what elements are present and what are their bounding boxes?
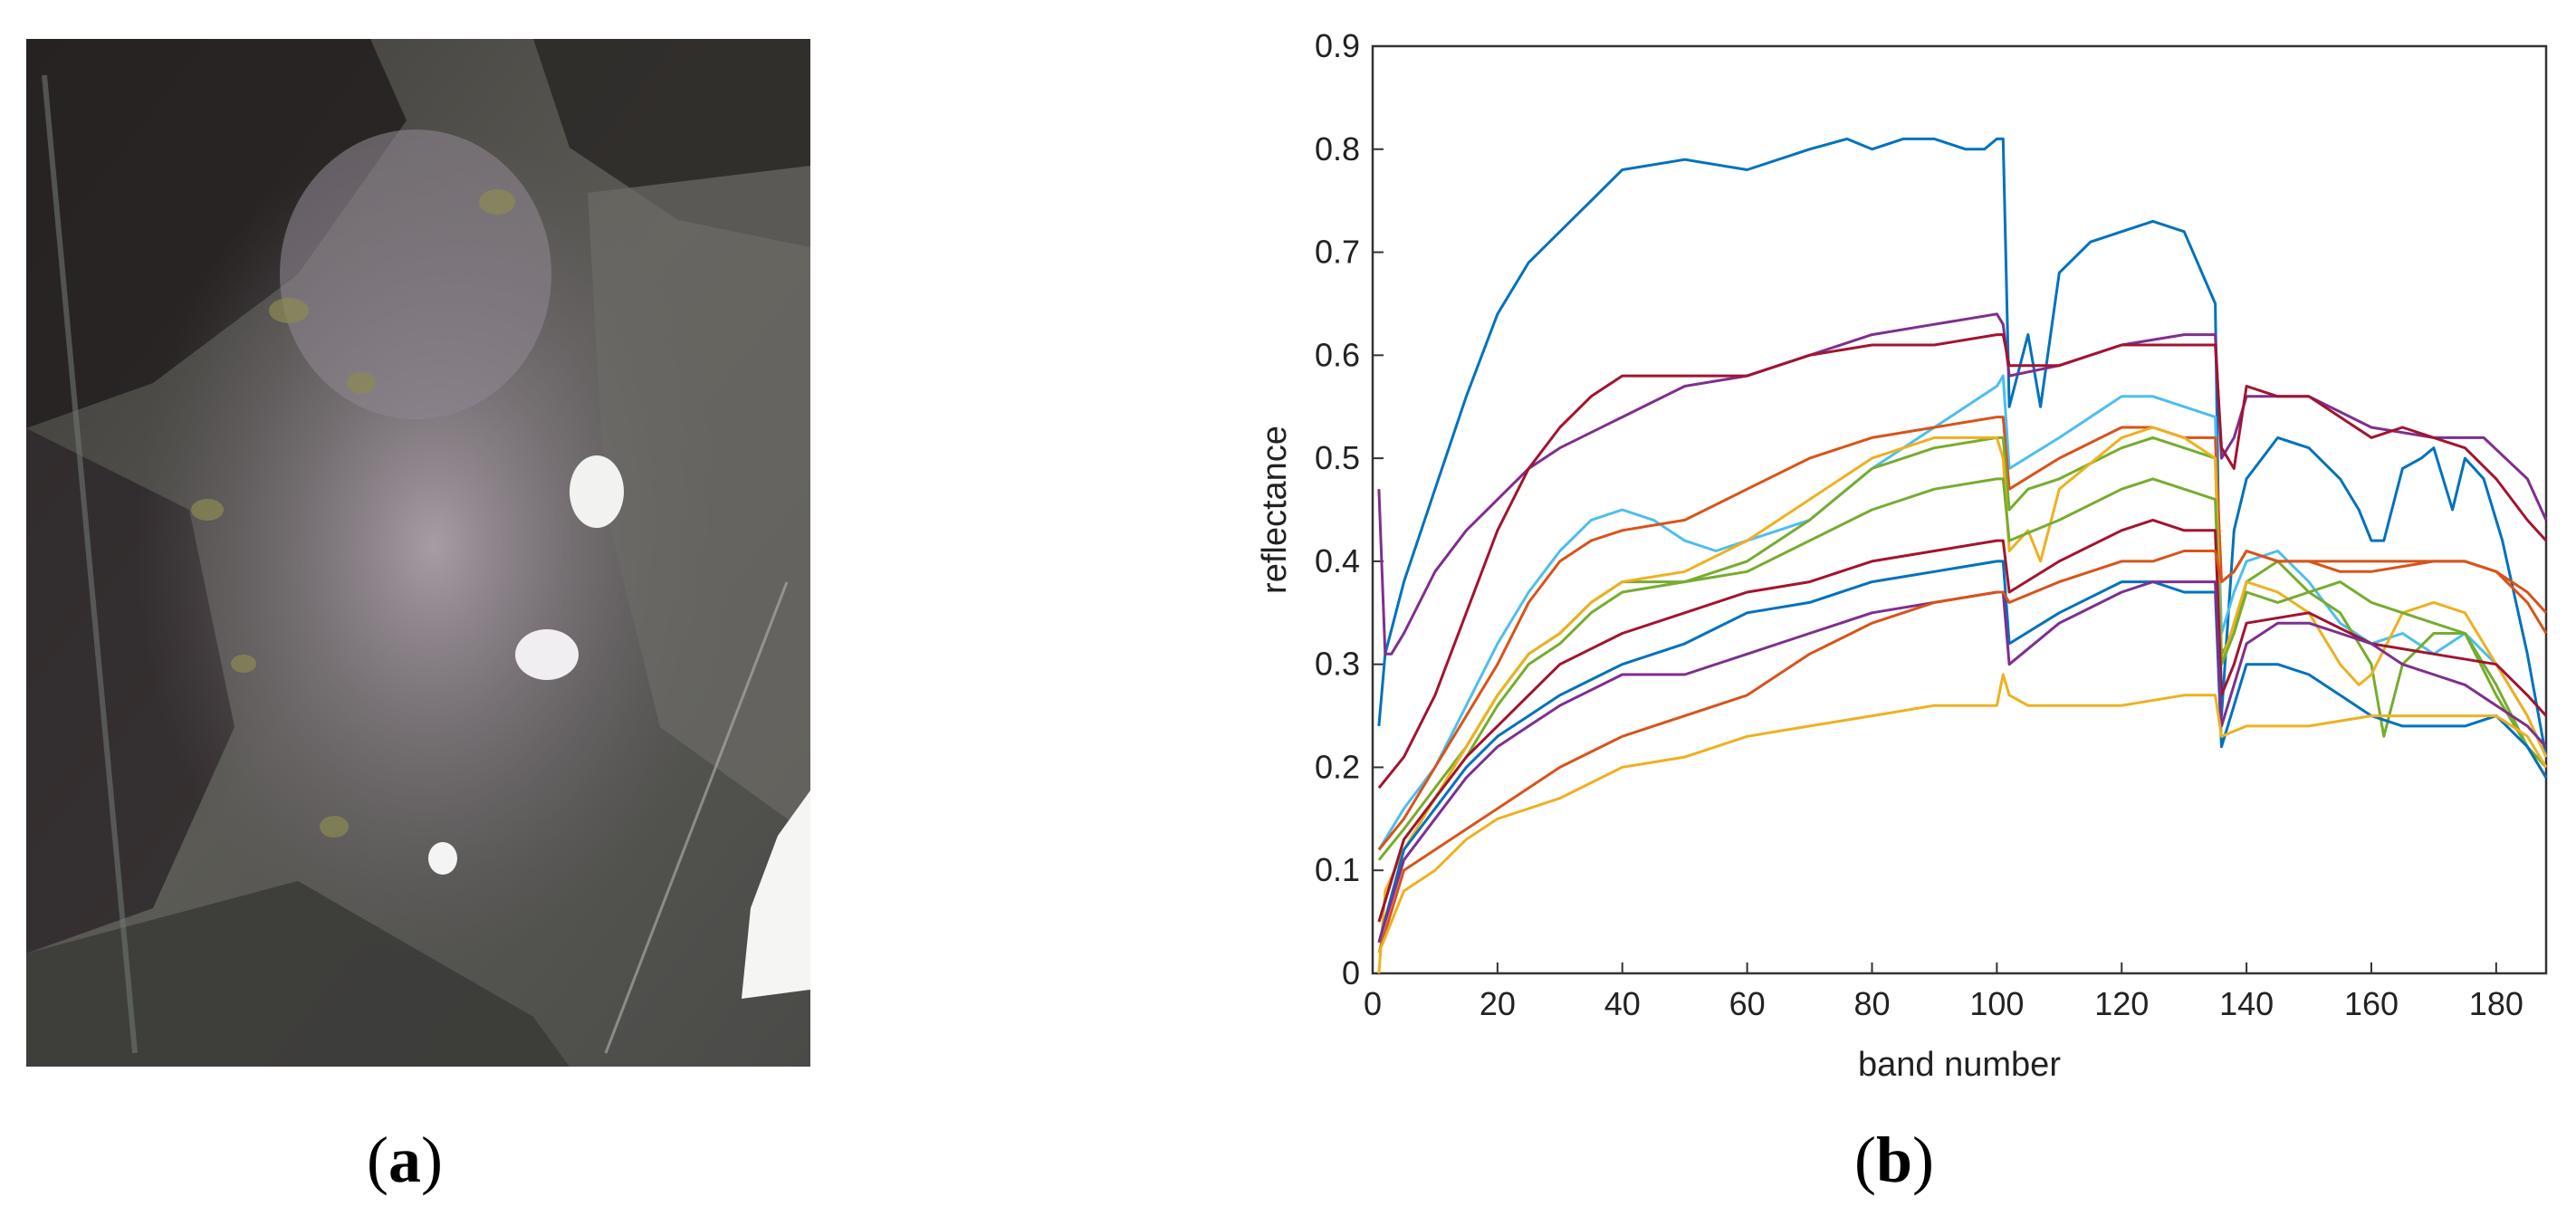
y-tick-label: 0.7 [1315, 234, 1360, 271]
x-axis-label: band number [1858, 1046, 2061, 1084]
series-line-s1 [1377, 137, 2548, 758]
y-tick-label: 0.5 [1315, 439, 1360, 476]
hyperspectral-image [26, 39, 810, 1067]
caption-a: (a) [367, 1124, 443, 1196]
x-tick-label: 20 [1480, 985, 1516, 1022]
green-mineral-patches [191, 189, 515, 838]
series-line-s12 [1377, 550, 2548, 953]
x-tick-label: 100 [1969, 985, 2024, 1022]
series-line-s10 [1377, 560, 2548, 943]
hyperspectral-image-svg [26, 39, 810, 1067]
white-patch [428, 842, 457, 875]
series-line-s3 [1377, 333, 2548, 790]
x-tick-label: 120 [2094, 985, 2149, 1022]
series-line-s9 [1377, 518, 2548, 923]
series-line-s8 [1377, 477, 2548, 923]
series-lines [1377, 137, 2548, 974]
series-line-s5 [1377, 416, 2548, 851]
white-playa [742, 790, 810, 999]
plot-frame [1371, 44, 2548, 975]
x-tick-label: 180 [2469, 985, 2523, 1022]
white-patch [515, 629, 579, 680]
x-tick-label: 0 [1364, 985, 1382, 1022]
series-line-s11 [1377, 580, 2548, 943]
x-axis-ticks: 0 20 40 60 80 100 120 140 160 180 [1364, 962, 2523, 1022]
dark-basin-south [26, 881, 570, 1067]
x-tick-label: 80 [1853, 985, 1890, 1022]
x-tick-label: 140 [2219, 985, 2274, 1022]
bright-valley [135, 129, 733, 962]
series-line-s7 [1377, 426, 2548, 974]
road-west [42, 74, 138, 1054]
dark-mountain-north [26, 39, 407, 428]
y-tick-label: 0.2 [1315, 748, 1360, 785]
y-axis-label: reflectance [1256, 426, 1294, 594]
y-tick-label: 0.4 [1315, 542, 1360, 579]
white-patch [570, 455, 624, 528]
series-line-s4 [1377, 374, 2548, 851]
x-tick-label: 60 [1729, 985, 1766, 1022]
x-tick-label: 40 [1604, 985, 1641, 1022]
y-tick-label: 0.3 [1315, 646, 1360, 683]
x-tick-label: 160 [2344, 985, 2399, 1022]
y-tick-label: 0.8 [1315, 130, 1360, 168]
y-tick-label: 0.9 [1315, 27, 1360, 64]
series-line-s13 [1377, 673, 2548, 953]
y-tick-label: 0.1 [1315, 851, 1360, 888]
track-east [604, 581, 789, 1054]
y-axis-ticks: 0 0.1 0.2 0.3 0.4 0.5 0.6 0.7 0.8 0.9 [1315, 27, 1384, 991]
y-tick-label: 0 [1342, 954, 1360, 991]
y-tick-label: 0.6 [1315, 336, 1360, 373]
caption-b: (b) [1854, 1124, 1935, 1196]
